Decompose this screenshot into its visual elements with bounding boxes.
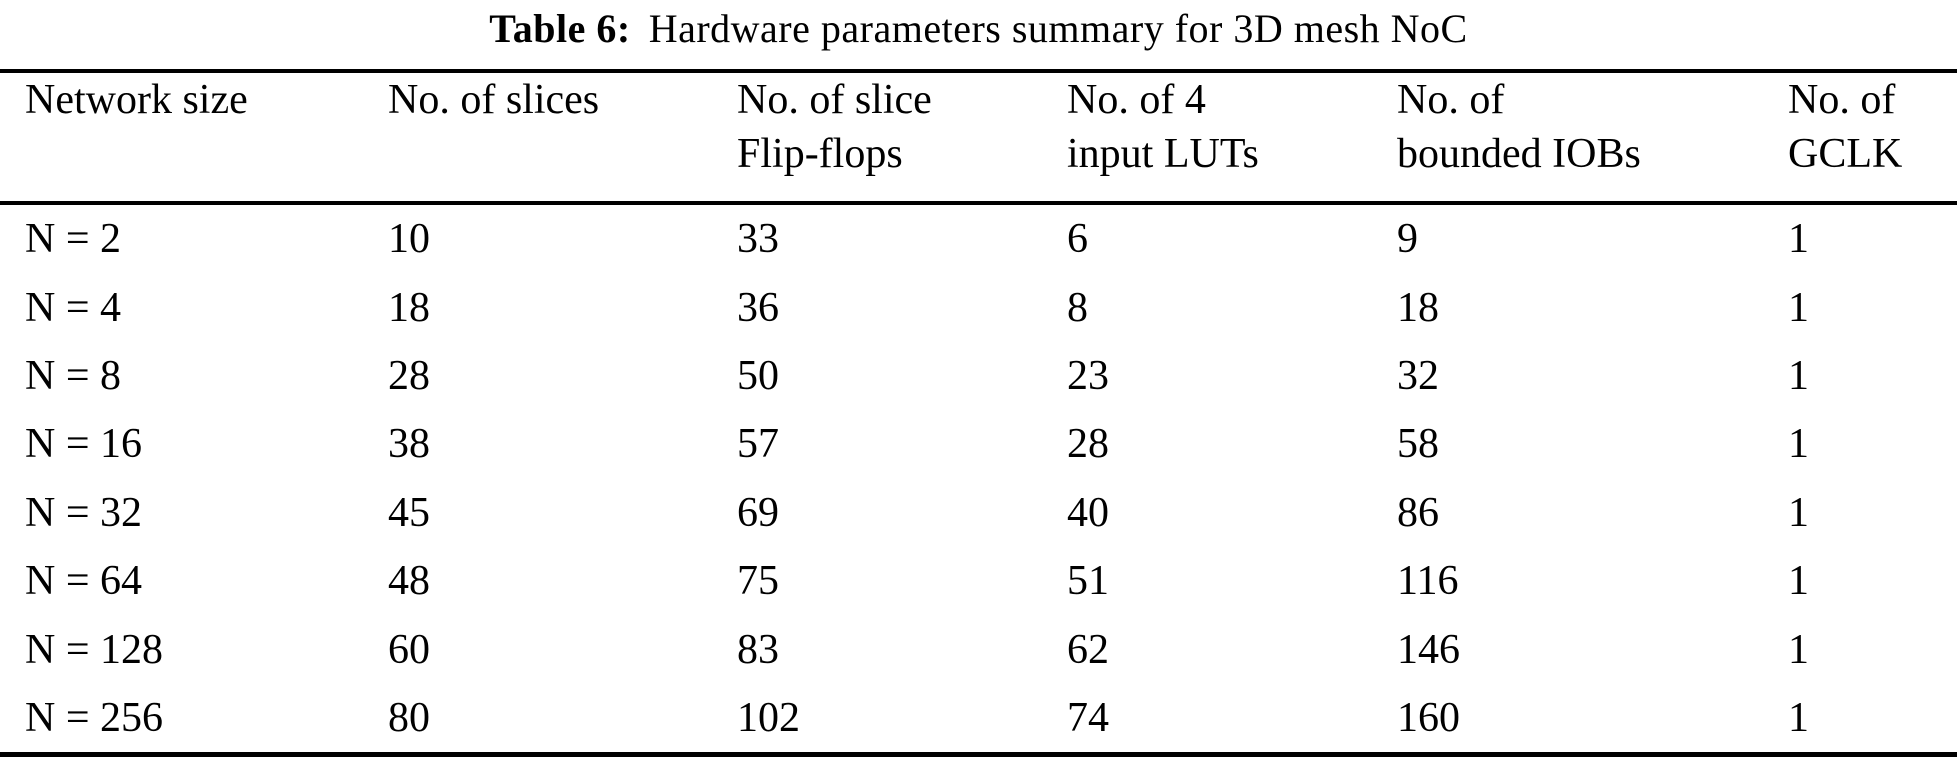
- column-header-bounded-iobs: No. of bounded IOBs: [1397, 71, 1788, 205]
- cell-gclk: 1: [1788, 216, 1809, 263]
- cell-bounded-iobs: 86: [1397, 489, 1439, 536]
- cell-input-luts: 23: [1067, 352, 1109, 399]
- column-header-line1: No. of: [1788, 77, 1896, 123]
- cell-slices: 38: [388, 421, 430, 468]
- table-caption-label: Table 6:: [489, 6, 631, 51]
- cell-gclk: 1: [1788, 352, 1809, 399]
- cell-slices: 28: [388, 352, 430, 399]
- cell-bounded-iobs: 32: [1397, 352, 1439, 399]
- cell-input-luts: 8: [1067, 284, 1088, 331]
- cell-slice-flip-flops: 50: [737, 352, 779, 399]
- table-row-n-2: N = 2 10 33 6 9 1: [0, 203, 1957, 273]
- column-header-line1: Network size: [25, 77, 248, 123]
- table-row-n-64: N = 64 48 75 51 116 1: [0, 547, 1957, 615]
- column-header-network-size: Network size: [0, 71, 388, 205]
- table-header: Network size No. of slices No. of slice Fli…: [0, 71, 1957, 205]
- table-row-n-32: N = 32 45 69 40 86 1: [0, 479, 1957, 547]
- row-label: N = 32: [25, 489, 143, 536]
- cell-input-luts: 51: [1067, 558, 1109, 605]
- hardware-parameters-table: Network size No. of slices No. of slice Fli…: [0, 69, 1957, 758]
- cell-input-luts: 74: [1067, 694, 1109, 741]
- table-body: N = 2 10 33 6 9 1 N = 4 18 36 8 18 1 N = 8 28 50 23 32 1 N…: [0, 203, 1957, 755]
- cell-input-luts: 40: [1067, 489, 1109, 536]
- cell-slices: 48: [388, 558, 430, 605]
- column-header-line2: input LUTs: [1067, 131, 1259, 177]
- row-label: N = 16: [25, 421, 143, 468]
- cell-slice-flip-flops: 102: [737, 694, 800, 741]
- cell-gclk: 1: [1788, 284, 1809, 331]
- column-header-slice-flip-flops: No. of slice Flip-flops: [737, 71, 1067, 205]
- cell-input-luts: 62: [1067, 626, 1109, 673]
- table-row-n-128: N = 128 60 83 62 146 1: [0, 615, 1957, 683]
- column-header-line1: No. of 4: [1067, 77, 1206, 123]
- column-header-line1: No. of slices: [388, 77, 600, 123]
- cell-gclk: 1: [1788, 626, 1809, 673]
- row-label: N = 8: [25, 352, 122, 399]
- cell-slice-flip-flops: 75: [737, 558, 779, 605]
- cell-bounded-iobs: 9: [1397, 216, 1418, 263]
- cell-bounded-iobs: 18: [1397, 284, 1439, 331]
- column-header-line2: bounded IOBs: [1397, 131, 1641, 177]
- table-row-n-16: N = 16 38 57 28 58 1: [0, 410, 1957, 478]
- cell-gclk: 1: [1788, 421, 1809, 468]
- cell-slice-flip-flops: 83: [737, 626, 779, 673]
- row-label: N = 2: [25, 216, 122, 263]
- cell-slice-flip-flops: 57: [737, 421, 779, 468]
- cell-bounded-iobs: 58: [1397, 421, 1439, 468]
- cell-slices: 80: [388, 694, 430, 741]
- cell-input-luts: 6: [1067, 216, 1088, 263]
- column-header-gclk: No. of GCLK: [1788, 71, 1957, 205]
- row-label: N = 64: [25, 558, 143, 605]
- row-label: N = 256: [25, 694, 164, 741]
- table-caption-title: Hardware parameters summary for 3D mesh …: [648, 6, 1468, 51]
- column-header-slices: No. of slices: [388, 71, 737, 205]
- cell-bounded-iobs: 146: [1397, 626, 1460, 673]
- table-row-n-4: N = 4 18 36 8 18 1: [0, 273, 1957, 341]
- table-row-n-256: N = 256 80 102 74 160 1: [0, 684, 1957, 755]
- cell-slices: 18: [388, 284, 430, 331]
- row-label: N = 128: [25, 626, 164, 673]
- cell-input-luts: 28: [1067, 421, 1109, 468]
- cell-slice-flip-flops: 69: [737, 489, 779, 536]
- cell-slices: 45: [388, 489, 430, 536]
- cell-gclk: 1: [1788, 489, 1809, 536]
- column-header-line1: No. of slice: [737, 77, 932, 123]
- column-header-line2: GCLK: [1788, 131, 1903, 177]
- table-caption: Table 6: Hardware parameters summary for …: [0, 0, 1957, 69]
- cell-gclk: 1: [1788, 558, 1809, 605]
- column-header-line1: No. of: [1397, 77, 1505, 123]
- cell-gclk: 1: [1788, 694, 1809, 741]
- cell-slice-flip-flops: 36: [737, 284, 779, 331]
- column-header-input-luts: No. of 4 input LUTs: [1067, 71, 1397, 205]
- cell-slice-flip-flops: 33: [737, 216, 779, 263]
- row-label: N = 4: [25, 284, 122, 331]
- cell-slices: 10: [388, 216, 430, 263]
- cell-bounded-iobs: 160: [1397, 694, 1460, 741]
- table-row-n-8: N = 8 28 50 23 32 1: [0, 342, 1957, 410]
- column-header-line2: Flip-flops: [737, 131, 903, 177]
- header-row: Network size No. of slices No. of slice Fli…: [0, 71, 1957, 205]
- cell-bounded-iobs: 116: [1397, 558, 1459, 605]
- cell-slices: 60: [388, 626, 430, 673]
